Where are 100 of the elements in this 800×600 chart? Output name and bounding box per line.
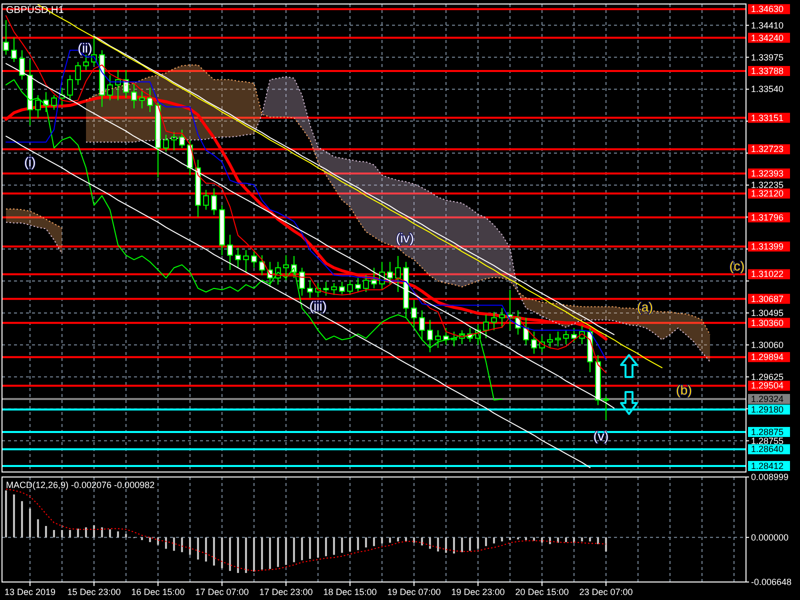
candlestick bbox=[499, 308, 505, 328]
candlestick bbox=[395, 256, 401, 292]
ref-line-label: 1.31399 bbox=[751, 242, 784, 252]
bar bbox=[181, 537, 183, 552]
candlestick bbox=[427, 319, 433, 353]
x-tick-label: 15 Dec 23:00 bbox=[67, 587, 121, 597]
bar bbox=[165, 537, 167, 549]
x-tick-label: 13 Dec 2019 bbox=[4, 587, 56, 597]
bar bbox=[205, 537, 207, 562]
bar bbox=[213, 537, 215, 566]
bar bbox=[125, 534, 127, 538]
candlestick bbox=[531, 331, 537, 354]
candlestick bbox=[603, 396, 609, 420]
candlestick bbox=[347, 280, 353, 295]
bar bbox=[453, 537, 455, 554]
bar bbox=[501, 537, 503, 542]
ref-line-label: 1.34240 bbox=[751, 32, 784, 43]
candlestick bbox=[411, 300, 417, 328]
candlestick bbox=[195, 159, 201, 218]
bar bbox=[237, 537, 239, 573]
bar bbox=[565, 537, 567, 542]
bar bbox=[429, 537, 431, 549]
y-tick-label: -0.006648 bbox=[751, 577, 792, 587]
bar bbox=[469, 537, 471, 551]
candlestick bbox=[323, 281, 329, 296]
ref-line-label: 1.33788 bbox=[751, 66, 784, 76]
bar bbox=[357, 537, 359, 550]
bar bbox=[285, 537, 287, 565]
bar bbox=[141, 537, 143, 540]
bar bbox=[149, 537, 151, 542]
bar bbox=[189, 537, 191, 555]
ref-line-label: 1.28875 bbox=[751, 426, 784, 437]
annotation: (ii) bbox=[78, 40, 92, 56]
ref-line-label: 1.34630 bbox=[751, 4, 784, 14]
y-tick-label: 1.32235 bbox=[751, 180, 784, 190]
bar bbox=[597, 537, 599, 544]
candlestick bbox=[563, 330, 569, 345]
candlestick bbox=[99, 50, 105, 108]
x-tick-label: 17 Dec 23:00 bbox=[259, 587, 313, 597]
bar bbox=[309, 537, 311, 559]
candlestick bbox=[355, 278, 361, 292]
x-tick-label: 19 Dec 23:00 bbox=[451, 587, 505, 597]
bar bbox=[437, 537, 439, 552]
candlestick bbox=[363, 274, 369, 292]
ref-line-label: 1.29894 bbox=[751, 352, 784, 362]
candlestick bbox=[251, 250, 257, 268]
bar bbox=[101, 527, 103, 538]
y-tick-label: 0.008999 bbox=[751, 472, 789, 482]
bar bbox=[93, 525, 95, 538]
bar bbox=[445, 537, 447, 553]
y-tick-label: 1.30495 bbox=[751, 308, 784, 318]
candlestick bbox=[403, 261, 409, 318]
bar bbox=[221, 537, 223, 568]
x-tick-label: 19 Dec 07:00 bbox=[387, 587, 441, 597]
bar bbox=[269, 537, 271, 569]
candlestick bbox=[451, 331, 457, 347]
candlestick bbox=[587, 328, 593, 373]
candlestick bbox=[339, 281, 345, 295]
candlestick bbox=[11, 37, 17, 63]
x-tick-label: 18 Dec 15:00 bbox=[323, 587, 377, 597]
bar bbox=[349, 537, 351, 552]
candlestick bbox=[419, 310, 425, 340]
line-series bbox=[6, 488, 606, 572]
annotation: (iv) bbox=[396, 230, 414, 246]
ref-line-label: 1.29324 bbox=[751, 394, 784, 404]
bar bbox=[253, 537, 255, 572]
candlestick bbox=[595, 354, 601, 406]
bar bbox=[365, 537, 367, 548]
bar bbox=[485, 537, 487, 546]
bar bbox=[589, 537, 591, 542]
candlestick bbox=[163, 134, 169, 152]
bar bbox=[157, 537, 159, 545]
ref-line-label: 1.29180 bbox=[751, 404, 784, 415]
ref-line-label: 1.28412 bbox=[751, 460, 784, 471]
candlestick bbox=[75, 62, 81, 86]
annotation: (v) bbox=[593, 428, 609, 444]
bar bbox=[109, 529, 111, 538]
bar bbox=[61, 530, 63, 538]
candlestick bbox=[107, 74, 113, 101]
annotation: (iii) bbox=[309, 298, 327, 314]
bar bbox=[509, 537, 511, 540]
x-tick-label: 17 Dec 07:00 bbox=[195, 587, 249, 597]
bar bbox=[461, 537, 463, 552]
bar bbox=[53, 530, 55, 538]
bar bbox=[557, 537, 559, 543]
candlestick bbox=[555, 331, 561, 347]
ref-line-label: 1.30687 bbox=[751, 294, 784, 304]
candlestick bbox=[387, 261, 393, 286]
bar bbox=[381, 537, 383, 544]
candlestick bbox=[331, 282, 337, 296]
candlestick bbox=[131, 81, 137, 109]
ref-line-label: 1.32723 bbox=[751, 144, 784, 154]
candlestick bbox=[307, 280, 313, 298]
bar bbox=[477, 537, 479, 549]
bar bbox=[389, 537, 391, 543]
bar bbox=[413, 537, 415, 543]
bar bbox=[77, 528, 79, 538]
candlestick bbox=[523, 317, 529, 346]
candlestick bbox=[115, 70, 121, 101]
bar bbox=[21, 501, 23, 538]
